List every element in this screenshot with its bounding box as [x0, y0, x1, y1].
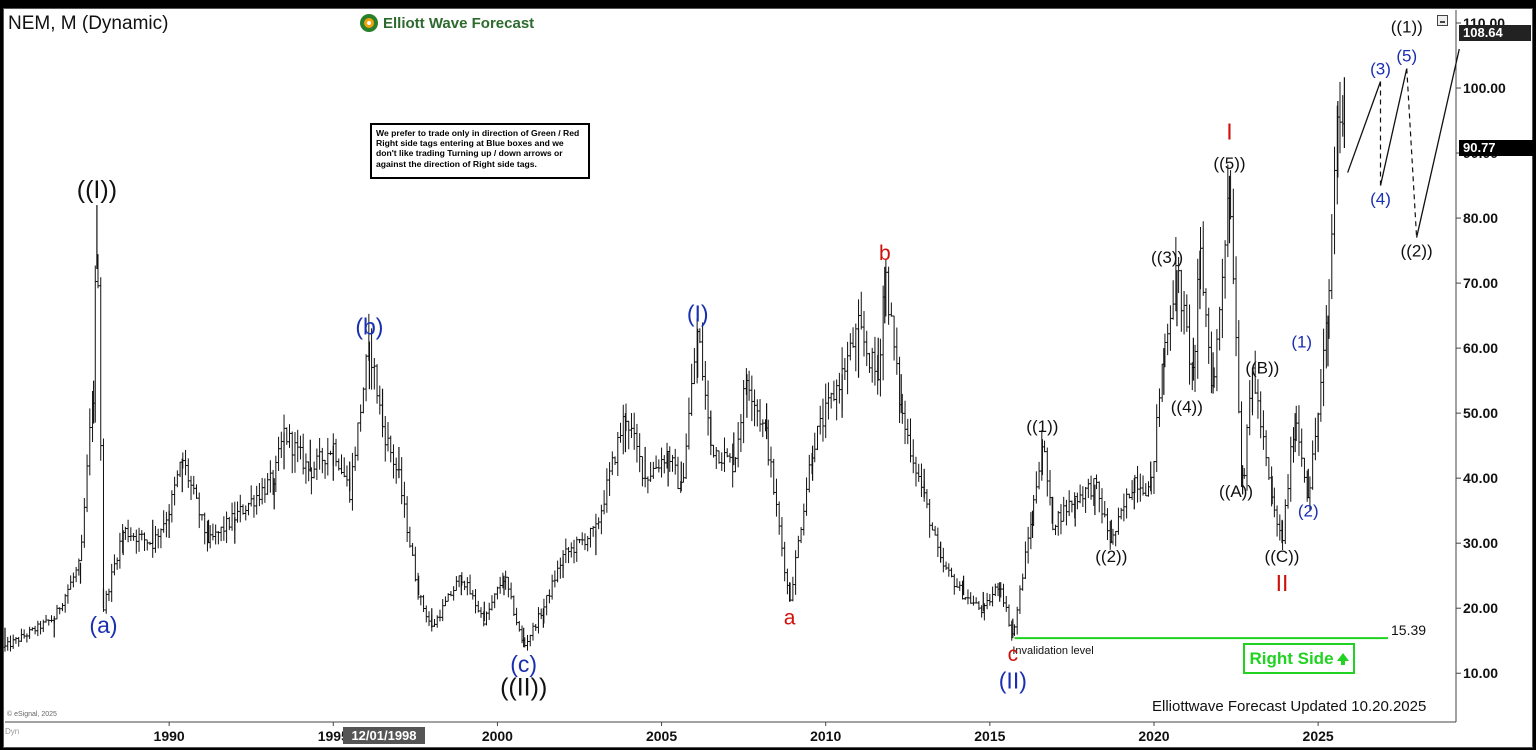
- y-tick-label: 30.00: [1463, 535, 1498, 551]
- updated-text: Elliottwave Forecast Updated 10.20.2025: [1152, 698, 1427, 715]
- invalidation-group: 15.39 Invalidation level: [1012, 622, 1426, 657]
- dyn-label: Dyn: [5, 727, 20, 736]
- wave-label: ((C)): [1265, 547, 1300, 566]
- x-tick-label: 2000: [482, 728, 513, 744]
- y-tick-label: 80.00: [1463, 210, 1498, 226]
- y-tick-label: 20.00: [1463, 600, 1498, 616]
- brand-logo: Elliott Wave Forecast: [360, 12, 534, 34]
- x-tick-label: 2015: [974, 728, 1005, 744]
- invalidation-text-label: Invalidation level: [1012, 645, 1093, 657]
- price-tag-top: 108.64: [1459, 25, 1531, 41]
- y-tick-label: 50.00: [1463, 405, 1498, 421]
- wave-label: ((5)): [1213, 154, 1245, 173]
- ohlc-bars-group: [3, 77, 1345, 652]
- minimize-icon[interactable]: [1437, 15, 1448, 26]
- wave-label: ((2)): [1095, 547, 1127, 566]
- wave-label: ((1)): [1391, 17, 1423, 36]
- logo-text: Elliott Wave Forecast: [383, 14, 535, 32]
- wave-label: ((I)): [77, 176, 117, 204]
- wave-label: (4): [1370, 190, 1391, 209]
- projection-dashed-line: [1406, 68, 1418, 238]
- wave-label: (2): [1298, 502, 1319, 521]
- price-tag-current: 90.77: [1459, 140, 1533, 156]
- wave-label: c: [1008, 643, 1019, 666]
- wave-label: ((II)): [500, 674, 547, 702]
- y-tick-label: 60.00: [1463, 340, 1498, 356]
- wave-label: ((4)): [1171, 398, 1203, 417]
- wave-label: II: [1276, 570, 1289, 596]
- wave-label: ((A)): [1219, 482, 1253, 501]
- wave-label: (3): [1370, 60, 1391, 79]
- axes-group: 10.00 20.00 30.00 40.00 50.00 60.00 70.00 80.00…: [5, 10, 1506, 744]
- trading-note: We prefer to trade only in direction of …: [370, 123, 590, 179]
- projection-line: [1379, 68, 1408, 186]
- copyright-text: © eSignal, 2025: [7, 711, 57, 718]
- y-tick-label: 40.00: [1463, 470, 1498, 486]
- wave-label: (c): [510, 651, 537, 677]
- y-tick-label: 10.00: [1463, 665, 1498, 681]
- wave-label: ((2)): [1401, 242, 1433, 261]
- wave-labels-group: ((I)) (a) (b) (c)((II)) (I) a b c(II) ((1)) ((2))…: [77, 17, 1433, 701]
- chart-panel: [3, 8, 1533, 748]
- wave-label: (5): [1396, 47, 1417, 66]
- wave-label: b: [879, 242, 891, 265]
- ticker-title: NEM, M (Dynamic): [8, 13, 169, 34]
- cursor-date-label: 12/01/1998: [343, 727, 425, 744]
- x-tick-label: 1990: [154, 728, 185, 744]
- x-tick-label: 2025: [1303, 728, 1334, 744]
- up-arrow-icon: [1336, 653, 1349, 665]
- x-tick-label: 1995: [318, 728, 349, 744]
- invalidation-value-label: 15.39: [1391, 622, 1426, 638]
- projection-group: [1347, 48, 1460, 238]
- y-tick-label: 100.00: [1463, 80, 1506, 96]
- wave-label: I: [1226, 119, 1232, 145]
- right-side-label: Right Side: [1249, 649, 1334, 668]
- projection-line: [1347, 81, 1382, 173]
- wave-label: ((B)): [1245, 359, 1279, 378]
- x-tick-label: 2010: [810, 728, 841, 744]
- wave-label: (1): [1291, 333, 1312, 352]
- x-tick-label: 2005: [646, 728, 677, 744]
- y-tick-label: 70.00: [1463, 275, 1498, 291]
- wave-label: a: [784, 607, 796, 630]
- wave-label: (a): [89, 612, 117, 638]
- right-side-tag: Right Side: [1243, 643, 1355, 674]
- wave-label: ((1)): [1026, 417, 1058, 436]
- x-tick-label: 2020: [1138, 728, 1169, 744]
- wave-label: (II): [999, 668, 1027, 694]
- projection-line: [1415, 48, 1460, 238]
- wave-label: ((3)): [1151, 248, 1183, 267]
- logo-mark-icon: [360, 14, 378, 32]
- wave-label: (I): [687, 301, 709, 327]
- wave-label: (b): [355, 314, 383, 340]
